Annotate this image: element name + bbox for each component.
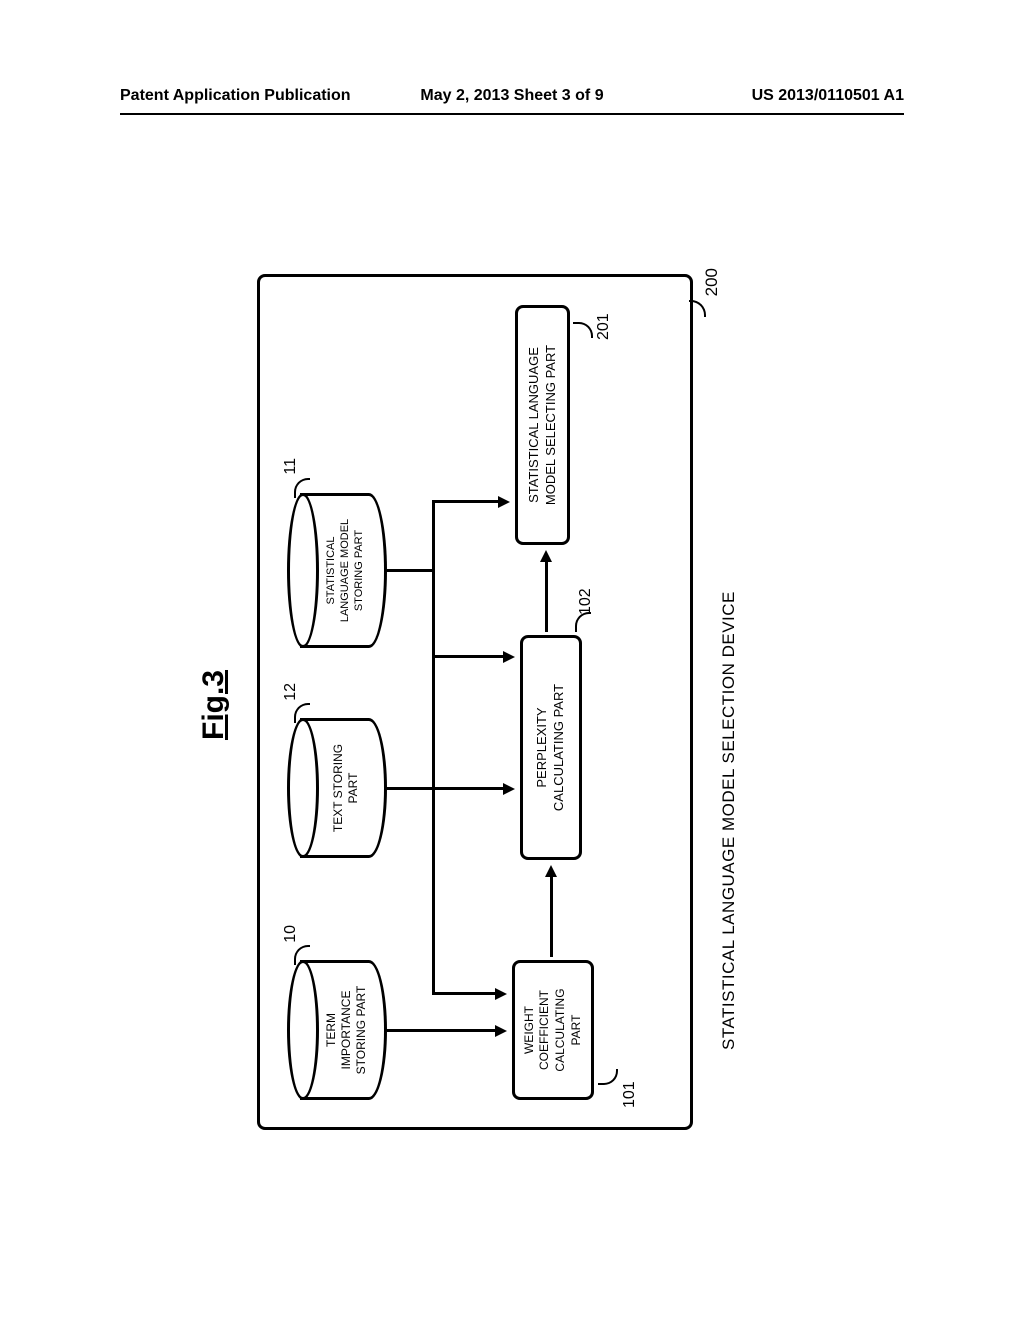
cylinder-ref-number: 11 (282, 458, 300, 475)
header-divider (120, 113, 904, 115)
arrow-11-to-201 (432, 500, 500, 503)
figure-label: Fig.3 (197, 670, 231, 740)
outer-ref-leader (689, 300, 706, 317)
cylinder-ref-number: 10 (282, 925, 300, 943)
arrow-101-to-102 (550, 875, 553, 957)
outer-ref-number: 200 (702, 268, 722, 296)
arrow-102-to-201 (545, 560, 548, 632)
cylinder-term-importance: TERM IMPORTANCE STORING PART 10 (287, 960, 387, 1100)
arrow-head (503, 783, 515, 795)
cylinder-label: STATISTICAL LANGUAGE MODEL STORING PART (325, 519, 366, 622)
box-perplexity: PERPLEXITY CALCULATING PART (520, 635, 582, 860)
cylinder-top (287, 718, 319, 858)
arrow-12-to-102 (432, 787, 505, 790)
cylinder-top (287, 960, 319, 1100)
box-ref-102: 102 (577, 588, 595, 615)
cylinder-label: TEXT STORING PART (331, 744, 361, 832)
arrow-head (503, 651, 515, 663)
arrow-head (495, 988, 507, 1000)
cylinder-ref-number: 12 (282, 683, 300, 701)
box-model-selecting: STATISTICAL LANGUAGE MODEL SELECTING PAR… (515, 305, 570, 545)
cylinder-language-model-storing: STATISTICAL LANGUAGE MODEL STORING PART … (287, 493, 387, 648)
arrow-head (540, 550, 552, 562)
box-ref-201: 201 (595, 313, 613, 340)
arrow-12-to-101 (432, 992, 497, 995)
box-label: WEIGHT COEFFICIENT CALCULATING PART (522, 988, 584, 1071)
arrow-12-split-h (432, 655, 435, 995)
box-label: PERPLEXITY CALCULATING PART (534, 684, 568, 811)
arrow-12-trunk (387, 787, 432, 790)
cylinder-top (287, 493, 319, 648)
arrow-head (545, 865, 557, 877)
arrow-11-split-h (432, 500, 435, 658)
arrow-11-to-102 (432, 655, 505, 658)
arrow-head (495, 1025, 507, 1037)
box-label: STATISTICAL LANGUAGE MODEL SELECTING PAR… (526, 345, 560, 505)
publication-number: US 2013/0110501 A1 (643, 87, 904, 105)
arrow-head (498, 496, 510, 508)
box-weight-coefficient: WEIGHT COEFFICIENT CALCULATING PART (512, 960, 594, 1100)
diagram-container: Fig.3 200 STATISTICAL LANGUAGE MODEL SEL… (257, 280, 767, 1130)
page-header: Patent Application Publication May 2, 20… (0, 87, 1024, 105)
date-sheet: May 2, 2013 Sheet 3 of 9 (381, 87, 642, 105)
arrow-10-to-101 (387, 1029, 497, 1032)
box-ref-101: 101 (621, 1081, 639, 1108)
cylinder-text-storing: TEXT STORING PART 12 (287, 718, 387, 858)
arrow-11-trunk (387, 569, 432, 572)
device-name: STATISTICAL LANGUAGE MODEL SELECTION DEV… (719, 591, 739, 1050)
cylinder-label: TERM IMPORTANCE STORING PART (324, 986, 369, 1075)
publication-type: Patent Application Publication (120, 87, 381, 105)
